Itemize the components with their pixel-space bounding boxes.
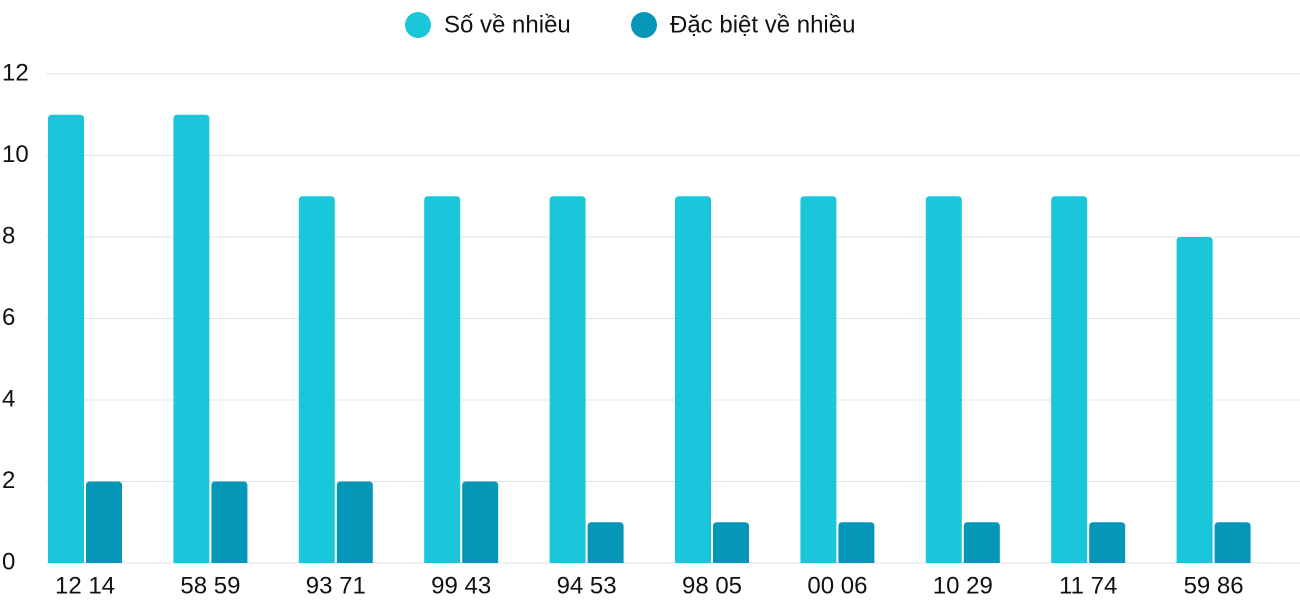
legend-label: Đặc biệt về nhiều: [670, 11, 855, 38]
bar: [1051, 196, 1088, 563]
bar: [424, 196, 461, 563]
x-tick-label: 11 74: [1059, 572, 1117, 599]
legend-marker: [631, 12, 657, 38]
bar: [1176, 237, 1213, 563]
bar: [549, 196, 586, 563]
bar: [800, 196, 837, 563]
bar: [86, 481, 122, 563]
bar: [211, 481, 248, 563]
y-tick-label: 0: [2, 548, 15, 575]
bar: [298, 196, 335, 563]
bar: [462, 481, 499, 563]
bar: [173, 114, 210, 563]
bar: [963, 522, 1000, 563]
y-tick-label: 12: [2, 59, 29, 86]
x-tick-label: 94 53: [557, 572, 617, 599]
bar: [925, 196, 962, 563]
y-tick-label: 10: [2, 141, 29, 168]
bar: [1214, 522, 1251, 563]
x-tick-label: 59 86: [1184, 572, 1244, 599]
legend-marker: [405, 12, 431, 38]
bar: [336, 481, 373, 563]
y-tick-label: 2: [2, 467, 15, 494]
legend-label: Số về nhiều: [444, 11, 571, 38]
y-tick-label: 6: [2, 304, 15, 331]
x-tick-label: 98 05: [682, 572, 742, 599]
x-tick-label: 99 43: [431, 572, 491, 599]
bar: [587, 522, 624, 563]
bar: [1089, 522, 1126, 563]
bar: [675, 196, 711, 563]
bar: [48, 114, 84, 563]
x-tick-label: 00 06: [807, 572, 867, 599]
y-tick-label: 4: [2, 385, 15, 412]
bar: [838, 522, 875, 563]
x-tick-label: 58 59: [180, 572, 240, 599]
y-tick-label: 8: [2, 222, 15, 249]
bar: [713, 522, 749, 563]
x-tick-label: 10 29: [933, 572, 993, 599]
x-tick-label: 93 71: [306, 572, 366, 599]
x-tick-label: 12 14: [55, 572, 115, 599]
